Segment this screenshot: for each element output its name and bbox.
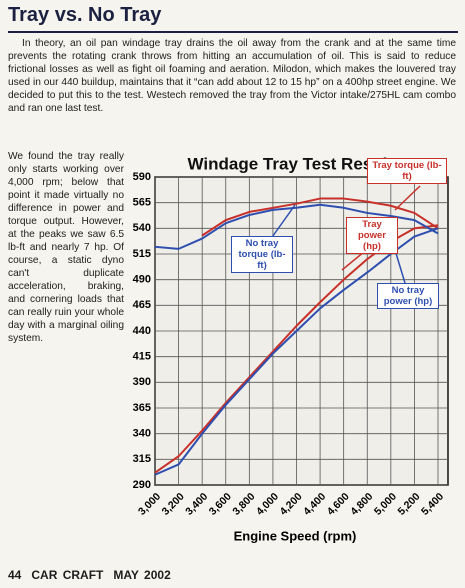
y-tick-label: 490: [133, 274, 151, 286]
y-tick-label: 290: [133, 479, 151, 491]
x-tick-label: 4,800: [348, 491, 375, 518]
page-number: 44: [8, 568, 22, 582]
x-tick-label: 3,200: [160, 491, 187, 518]
y-tick-label: 365: [133, 402, 151, 414]
y-tick-label: 340: [133, 428, 151, 440]
x-tick-label: 4,600: [325, 491, 352, 518]
arrow: [394, 185, 421, 211]
x-tick-label: 5,400: [419, 491, 446, 518]
y-tick-label: 590: [133, 171, 151, 183]
x-tick-label: 5,200: [395, 491, 422, 518]
series-label: No tray torque (lb-ft): [231, 236, 293, 273]
chart: Windage Tray Test Results 290 315 340 365 39…: [120, 150, 465, 560]
series-label: No tray power (hp): [377, 283, 439, 309]
footer: 44 CAR CRAFT MAY 2002: [8, 568, 181, 582]
x-tick-label: 4,400: [301, 491, 328, 518]
y-tick-label: 440: [133, 325, 151, 337]
y-tick-label: 390: [133, 376, 151, 388]
title-rule: [8, 31, 458, 33]
x-tick-label: 3,600: [207, 491, 234, 518]
arrow: [269, 204, 296, 241]
y-tick-label: 315: [133, 453, 151, 465]
x-tick-label: 4,200: [278, 491, 305, 518]
x-tick-label: 4,000: [254, 491, 281, 518]
y-tick-label: 540: [133, 222, 151, 234]
chart-svg: Windage Tray Test Results 290 315 340 365 39…: [133, 154, 449, 543]
series-line: [154, 203, 439, 250]
x-axis-label: Engine Speed (rpm): [234, 528, 357, 543]
series-label: Tray power (hp): [346, 217, 398, 254]
y-tick-label: 465: [133, 299, 151, 311]
x-tick-label: 5,000: [372, 491, 399, 518]
y-tick-label: 415: [133, 351, 151, 363]
chart-title: Windage Tray Test Results: [188, 154, 403, 173]
title: Tray vs. No Tray: [8, 4, 162, 26]
issue: MAY 2002: [113, 568, 171, 582]
sidebar-text: We found the tray really only starts wor…: [8, 151, 124, 344]
x-tick-label: 3,000: [136, 491, 163, 518]
x-tick-label: 3,400: [183, 491, 210, 518]
y-tick-label: 515: [133, 248, 151, 260]
arrow: [394, 249, 406, 284]
magazine: CAR CRAFT: [31, 568, 104, 582]
y-tick-label: 565: [133, 197, 151, 209]
series-line: [201, 197, 439, 237]
series-label: Tray torque (lb-ft): [367, 158, 447, 184]
x-tick-label: 3,800: [230, 491, 257, 518]
intro-text: In theory, an oil pan windage tray drain…: [8, 38, 456, 114]
series-line: [154, 227, 439, 476]
